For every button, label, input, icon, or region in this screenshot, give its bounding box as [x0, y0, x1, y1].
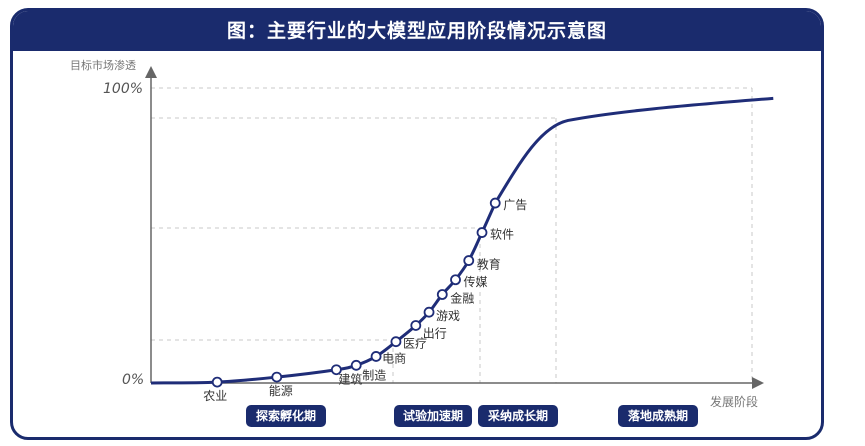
point-marker	[489, 197, 501, 209]
y-axis-label: 目标市场渗透	[70, 58, 136, 72]
point-label: 建筑	[338, 372, 362, 387]
point-marker	[410, 320, 422, 331]
point-label: 电商	[382, 350, 406, 365]
stage-badge-exploration: 探索孵化期	[246, 405, 326, 427]
point-marker	[211, 376, 223, 388]
point-label: 游戏	[436, 309, 460, 323]
y-tick-0: 0%	[122, 372, 144, 388]
point-marker	[476, 227, 488, 238]
point-marker	[436, 289, 448, 300]
point-label: 广告	[503, 198, 527, 212]
x-axis-label: 发展阶段	[710, 394, 758, 409]
stage-label: 落地成熟期	[628, 408, 688, 423]
point-label: 金融	[450, 291, 474, 306]
point-marker	[271, 371, 283, 383]
title-banner	[13, 11, 821, 51]
point-label: 医疗	[403, 337, 427, 351]
dashed-guides	[151, 87, 753, 383]
stage-label: 试验加速期	[403, 408, 463, 423]
point-marker	[350, 359, 362, 371]
point-label: 制造	[362, 368, 386, 382]
stage-label: 探索孵化期	[256, 408, 316, 423]
point-marker	[463, 255, 475, 266]
point-marker	[390, 336, 402, 348]
point-label: 农业	[203, 389, 227, 403]
point-label: 软件	[490, 228, 514, 242]
point-label: 传媒	[464, 274, 488, 289]
point-marker	[370, 351, 382, 362]
point-marker	[330, 364, 342, 376]
point-marker	[450, 274, 461, 286]
chart-title: 图：主要行业的大模型应用阶段情况示意图	[226, 20, 607, 42]
y-tick-100: 100%	[103, 81, 143, 97]
figure-frame: 图：主要行业的大模型应用阶段情况示意图	[10, 8, 824, 440]
stage-badge-maturity: 落地成熟期	[618, 405, 698, 427]
stage-label: 采纳成长期	[487, 408, 548, 423]
point-label: 教育	[477, 257, 501, 272]
stage-badge-acceleration: 试验加速期	[394, 405, 472, 427]
point-label: 出行	[423, 326, 447, 340]
point-label: 能源	[269, 384, 293, 398]
stage-badge-growth: 采纳成长期	[478, 405, 558, 427]
point-marker	[423, 306, 435, 318]
adoption-curve	[150, 96, 774, 385]
